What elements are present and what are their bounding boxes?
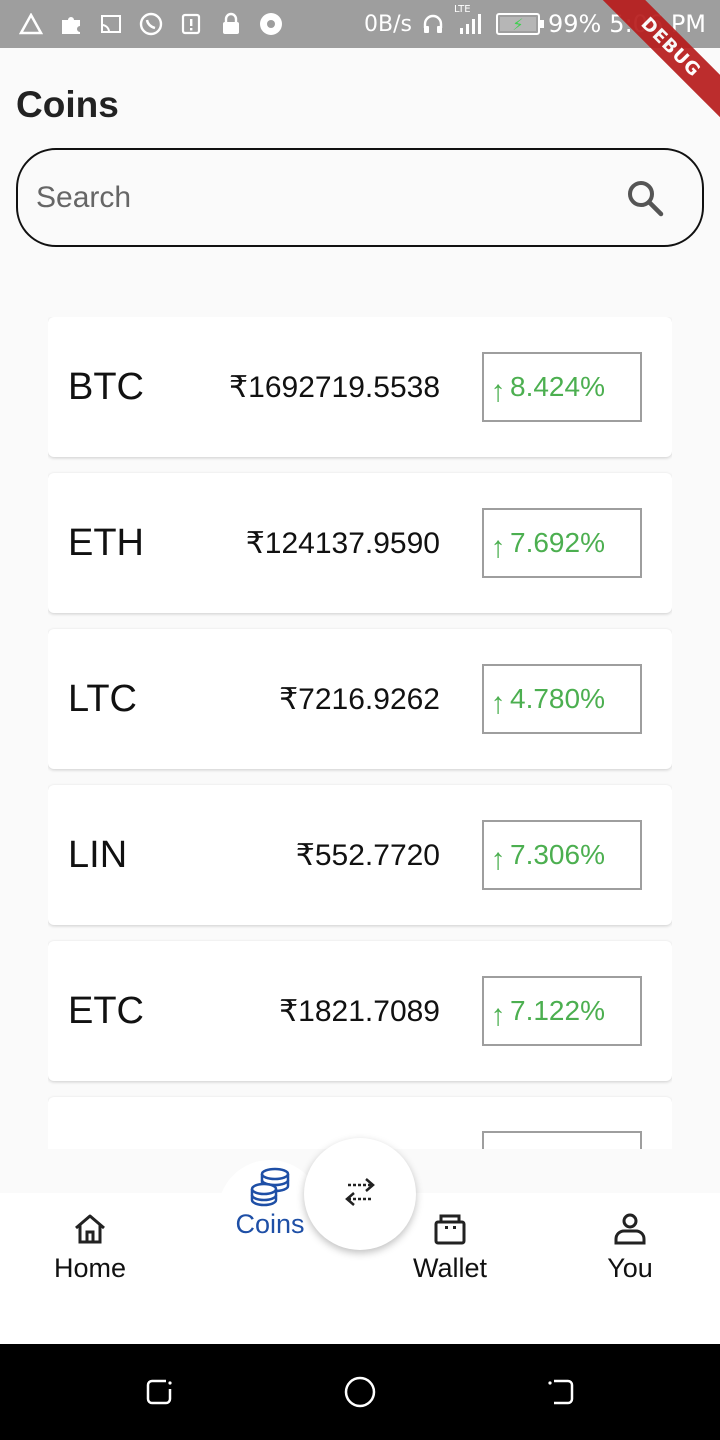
battery-icon: ⚡ [495,13,544,35]
price-change-value: 7.692% [510,527,605,558]
coin-price: ₹1821.7089 [279,994,440,1028]
system-nav-bar [0,1344,720,1440]
nav-label: Coins [235,1209,305,1239]
price-change-badge: ↑ 7.306% [482,820,642,890]
price-change-badge [482,1131,642,1149]
status-bar: 0B/s LTE ⚡ 99% 5:06 PM [0,0,720,48]
system-status: 0B/s LTE ⚡ 99% 5:06 PM [363,5,706,39]
nav-wallet[interactable]: Wallet [360,1209,540,1284]
arrow-up-icon: ↑ [490,999,506,1032]
lock-icon [218,11,244,37]
coin-price: ₹1692719.5538 [229,370,440,404]
nav-label: You [607,1253,653,1283]
coin-symbol: LTC [68,677,137,720]
arrow-up-icon: ↑ [490,375,506,408]
signal-icon: LTE [454,5,488,37]
charging-bolt-icon: ⚡ [512,14,524,34]
coin-card-eth[interactable]: ETH ₹124137.9590 ↑ 7.692% [48,473,672,613]
recent-apps-icon[interactable] [142,1374,178,1410]
page-title: Coins [16,84,119,125]
network-type: LTE [453,4,471,15]
wallet-icon [430,1209,470,1249]
coin-symbol: BTC [68,365,144,408]
swap-arrows-icon [340,1172,380,1217]
nav-label: Home [53,1253,127,1283]
back-icon[interactable] [542,1374,578,1410]
coin-price: ₹124137.9590 [245,526,440,560]
soccer-ball-icon [258,11,284,37]
person-icon [610,1209,650,1249]
coin-price: ₹7216.9262 [279,682,440,716]
nav-home[interactable]: Home [0,1209,180,1284]
arrow-up-icon: ↑ [490,843,506,876]
price-change-badge: ↑ 7.122% [482,976,642,1046]
search-icon[interactable] [624,177,666,219]
coin-list[interactable]: BTC ₹1692719.5538 ↑ 8.424% ETH ₹124137.9… [48,317,672,1149]
nav-coins[interactable]: Coins [180,1165,360,1240]
cast-icon [98,11,124,37]
home-icon [70,1209,110,1249]
price-change-value: 4.780% [510,683,605,714]
coin-card-btc[interactable]: BTC ₹1692719.5538 ↑ 8.424% [48,317,672,457]
coin-card-lin[interactable]: LIN ₹552.7720 ↑ 7.306% [48,785,672,925]
coin-card-ltc[interactable]: LTC ₹7216.9262 ↑ 4.780% [48,629,672,769]
coin-card-etc[interactable]: ETC ₹1821.7089 ↑ 7.122% [48,941,672,1081]
home-system-icon[interactable] [342,1374,378,1410]
alert-triangle-icon [18,11,44,37]
coins-icon [248,1165,292,1209]
swap-button[interactable] [304,1138,416,1250]
puzzle-icon [58,11,84,37]
price-change-badge: ↑ 8.424% [482,352,642,422]
price-change-value: 7.122% [510,995,605,1026]
coin-symbol: LIN [68,833,128,876]
nav-label: Wallet [412,1253,487,1283]
notification-icon [178,11,204,37]
coin-symbol: ETH [68,521,144,564]
headphones-icon [420,11,446,37]
arrow-up-icon: ↑ [490,531,506,564]
price-change-value: 8.424% [510,371,605,402]
coin-price: ₹552.7720 [295,838,440,872]
price-change-badge: ↑ 7.692% [482,508,642,578]
coin-symbol: ETC [68,989,144,1032]
price-change-badge: ↑ 4.780% [482,664,642,734]
nav-you[interactable]: You [540,1209,720,1284]
search-input[interactable] [36,180,624,215]
battery-percent: 99% [547,10,602,38]
price-change-value: 7.306% [510,839,605,870]
notification-icons [18,11,284,37]
network-speed: 0B/s [363,11,412,37]
whatsapp-icon [138,11,164,37]
arrow-up-icon: ↑ [490,687,506,720]
search-bar[interactable] [16,148,704,247]
